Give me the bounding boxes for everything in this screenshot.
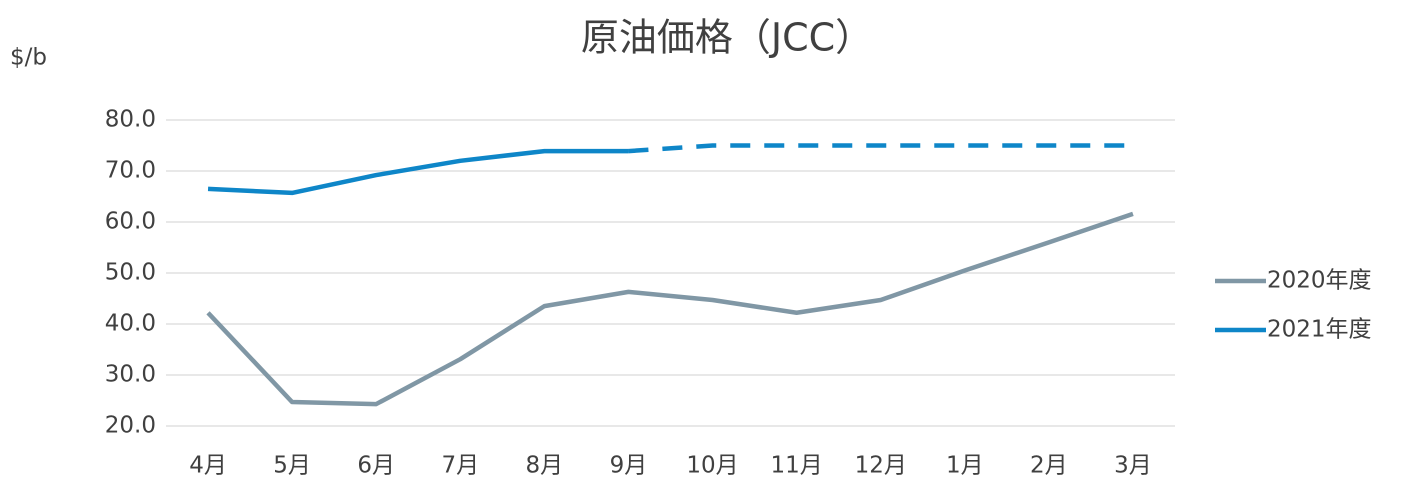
x-tick-label: 5月	[273, 453, 311, 479]
y-tick-label: 30.0	[105, 362, 156, 388]
y-tick-label: 50.0	[105, 260, 156, 286]
x-tick-label: 4月	[189, 453, 227, 479]
line-series	[206, 211, 1134, 407]
x-tick-label: 7月	[441, 453, 479, 479]
x-tick-label: 6月	[357, 453, 395, 479]
y-axis-label: $/b	[10, 45, 47, 71]
x-tick-label: 1月	[946, 453, 984, 479]
line-series	[207, 148, 629, 196]
x-tick-label: 12月	[855, 453, 907, 479]
chart-title: 原油価格（JCC）	[581, 16, 873, 60]
x-tick-label: 3月	[1114, 453, 1152, 479]
legend-label: 2020年度	[1267, 268, 1372, 294]
x-tick-label: 10月	[686, 453, 738, 479]
y-tick-label: 60.0	[105, 209, 156, 235]
y-tick-label: 80.0	[105, 107, 156, 133]
y-tick-label: 70.0	[105, 158, 156, 184]
line-series-dashed	[628, 143, 1133, 154]
y-tick-label: 20.0	[105, 413, 156, 439]
legend-label: 2021年度	[1267, 317, 1372, 343]
x-tick-label: 8月	[526, 453, 564, 479]
y-tick-label: 40.0	[105, 311, 156, 337]
x-tick-label: 9月	[610, 453, 648, 479]
x-tick-label: 11月	[770, 453, 822, 479]
x-tick-label: 2月	[1030, 453, 1068, 479]
